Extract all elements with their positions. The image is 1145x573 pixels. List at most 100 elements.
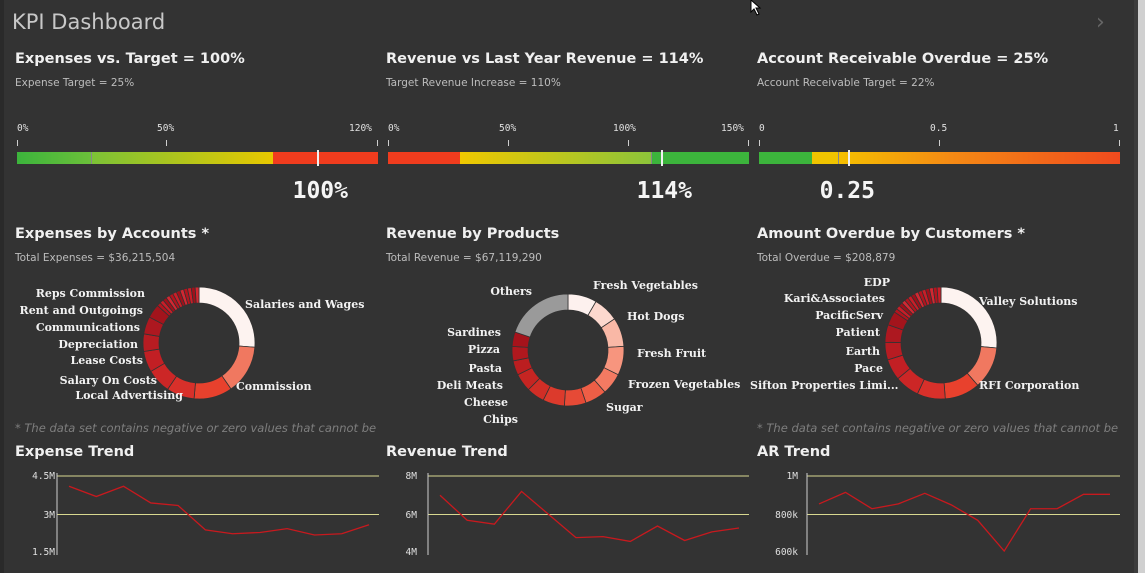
donut-slice[interactable] (936, 286, 942, 304)
trend-line[interactable] (818, 491, 1110, 553)
gauge-subtitle-expenses: Expense Target = 25% (15, 77, 135, 89)
gauge-value-ar-overdue: 0.25 (819, 178, 875, 204)
scrollbar-track[interactable] (1134, 0, 1138, 573)
gauge-tick-mark (377, 140, 378, 146)
gauge-title-revenue: Revenue vs Last Year Revenue = 114% (386, 51, 704, 67)
gauge-tick: 0% (388, 123, 400, 134)
donut-label: Lease Costs (70, 354, 143, 367)
trend-chart-expense[interactable] (56, 473, 379, 555)
trend-y-tick: 4M (405, 547, 417, 558)
gauge-bar-expenses (17, 150, 378, 166)
donut-label: Pace (854, 362, 883, 375)
gauge-target-marker (91, 152, 92, 164)
donut-label: Reps Commission (35, 287, 145, 300)
gauge-segment-yellow (92, 152, 273, 164)
gauge-tick-mark (759, 140, 760, 146)
trend-line[interactable] (439, 490, 740, 543)
donut-label: Chips (483, 413, 518, 426)
trend-title-expense: Expense Trend (15, 444, 135, 460)
donut-label: Frozen Vegetables (628, 378, 741, 391)
donut-label: Commission (236, 380, 312, 393)
trend-title-revenue: Revenue Trend (386, 444, 508, 460)
trend-y-tick: 4.5M (32, 471, 55, 482)
donut-subtitle-expenses: Total Expenses = $36,215,504 (15, 252, 176, 264)
mouse-cursor-icon (750, 0, 762, 16)
gauge-bar-revenue (388, 150, 749, 166)
gauge-tick: 0 (759, 123, 765, 134)
donut-slice[interactable] (198, 286, 256, 348)
donut-slice[interactable] (514, 293, 569, 338)
gauge-tick: 0% (17, 123, 29, 134)
donut-label: Sardines (447, 326, 501, 339)
donut-label: Sugar (606, 401, 643, 414)
donut-label: Valley Solutions (979, 295, 1078, 308)
donut-chart-expenses[interactable] (134, 278, 264, 408)
gauge-tick-mark (1119, 140, 1120, 146)
donut-chart-revenue[interactable] (503, 285, 633, 415)
donut-label: Fresh Vegetables (593, 279, 698, 292)
donut-chart-overdue[interactable] (876, 278, 1006, 408)
donut-label: Pizza (467, 343, 500, 356)
gauge-tick-mark (748, 140, 749, 146)
donut-label: Local Advertising (75, 389, 183, 402)
gauge-segment-yellow (460, 152, 652, 164)
donut-label: Hot Dogs (627, 310, 685, 323)
gauge-value-revenue: 114% (636, 178, 692, 204)
gauge-value-marker (317, 150, 319, 166)
window-left-border (0, 0, 4, 573)
donut-title-overdue: Amount Overdue by Customers * (757, 226, 1025, 242)
trend-chart-revenue[interactable] (427, 473, 749, 555)
gauge-target-marker (838, 152, 839, 164)
donut-slice[interactable] (194, 286, 200, 304)
donut-title-revenue: Revenue by Products (386, 226, 560, 242)
donut-label: Kari&Associates (783, 292, 885, 305)
trend-y-tick: 600k (775, 547, 798, 558)
gauge-tick: 0.5 (930, 123, 948, 134)
donut-label: Salaries and Wages (245, 298, 365, 311)
donut-label: Depreciation (58, 338, 138, 351)
gauge-title-expenses: Expenses vs. Target = 100% (15, 51, 245, 67)
gauge-segment-green (17, 152, 92, 164)
gauge-subtitle-revenue: Target Revenue Increase = 110% (386, 77, 561, 89)
trend-y-tick: 8M (405, 471, 417, 482)
gauge-tick-mark (939, 140, 940, 146)
gauge-tick: 50% (499, 123, 517, 134)
donut-label: RFI Corporation (979, 379, 1080, 392)
donut-slice[interactable] (142, 333, 161, 352)
window-right-border (1138, 0, 1145, 573)
trend-y-tick: 800k (775, 510, 798, 521)
gauge-segment-yellow (812, 152, 838, 164)
donut-label: Fresh Fruit (637, 347, 707, 360)
gauge-tick: 1 (1113, 123, 1119, 134)
gauge-tick-mark (166, 140, 167, 146)
donut-label: Cheese (464, 396, 508, 409)
donut-label: Pasta (468, 362, 502, 375)
gauge-tick: 120% (349, 123, 372, 134)
donut-label: Others (490, 285, 532, 298)
donut-label: Rent and Outgoings (19, 304, 143, 317)
next-sheet-chevron-icon[interactable]: › (1096, 10, 1105, 35)
gauge-segment-red (273, 152, 378, 164)
donut-note-expenses: * The data set contains negative or zero… (15, 421, 379, 435)
donut-label: Sifton Properties Limi... (750, 379, 899, 392)
gauge-tick: 50% (157, 123, 175, 134)
gauge-segment-red (838, 152, 1120, 164)
donut-note-overdue: * The data set contains negative or zero… (757, 421, 1121, 435)
gauge-segment-green (759, 152, 812, 164)
gauge-target-marker (651, 152, 652, 164)
trend-y-tick: 1M (786, 471, 798, 482)
gauge-tick-mark (508, 140, 509, 146)
gauge-value-marker (661, 150, 663, 166)
gauge-tick-mark (628, 140, 629, 146)
trend-chart-ar[interactable] (806, 473, 1120, 555)
trend-y-tick: 1.5M (32, 547, 55, 558)
trend-y-tick: 3M (43, 510, 55, 521)
donut-label: Earth (845, 345, 880, 358)
page-title: KPI Dashboard (12, 10, 166, 34)
donut-label: EDP (863, 276, 890, 289)
gauge-subtitle-ar-overdue: Account Receivable Target = 22% (757, 77, 935, 89)
donut-subtitle-overdue: Total Overdue = $208,879 (757, 252, 896, 264)
trend-line[interactable] (68, 485, 370, 536)
donut-subtitle-revenue: Total Revenue = $67,119,290 (386, 252, 542, 264)
donut-title-expenses: Expenses by Accounts * (15, 226, 210, 242)
